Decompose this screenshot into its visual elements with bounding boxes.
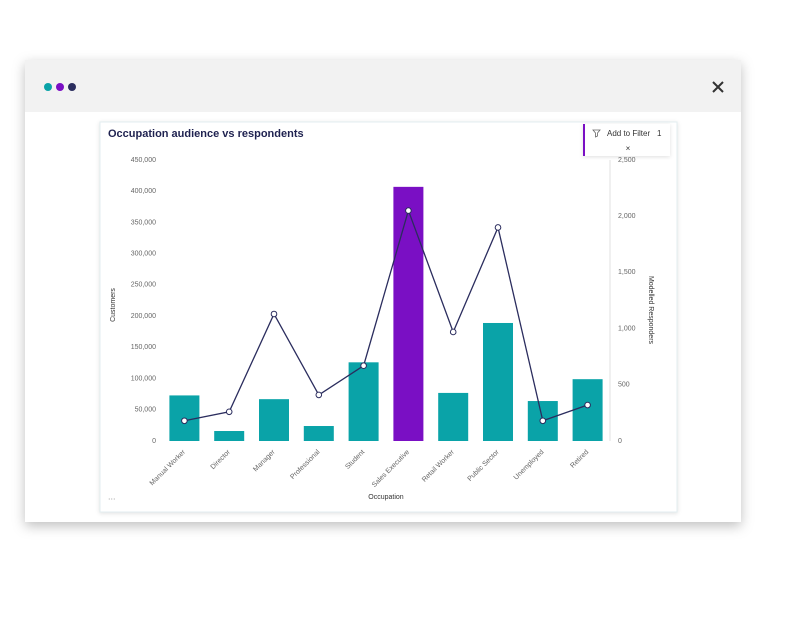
window-dot xyxy=(44,83,52,91)
point xyxy=(539,417,547,425)
y2-tick-label: 2,500 xyxy=(618,157,636,164)
y2-tick-label: 1,500 xyxy=(618,269,636,276)
y-axis-title: Customers xyxy=(110,288,117,322)
bar xyxy=(393,186,424,441)
bar xyxy=(438,392,469,441)
window-dot xyxy=(56,83,64,91)
y2-tick-label: 1,000 xyxy=(618,325,636,332)
popup-accent xyxy=(583,124,585,156)
popup-box xyxy=(583,124,670,156)
bar xyxy=(214,431,245,441)
y-tick-label: 0 xyxy=(152,438,156,445)
chart-card xyxy=(99,121,678,513)
point xyxy=(494,224,502,231)
point xyxy=(225,408,233,416)
point xyxy=(270,310,278,318)
bar xyxy=(572,379,603,441)
y-tick-label: 350,000 xyxy=(131,219,156,226)
x-axis-title: Occupation xyxy=(368,494,404,501)
filter-count: 1 xyxy=(657,129,662,138)
y-tick-label: 200,000 xyxy=(131,313,156,320)
line xyxy=(184,208,588,422)
y2-tick-label: 0 xyxy=(618,438,622,445)
popup-close[interactable]: × xyxy=(626,144,631,153)
close-button[interactable] xyxy=(712,81,724,93)
y2-tick-label: 2,000 xyxy=(618,213,636,220)
bar xyxy=(348,362,379,441)
point xyxy=(181,417,188,425)
point xyxy=(449,328,457,336)
title-bar xyxy=(25,60,741,112)
bar xyxy=(259,399,289,441)
point xyxy=(360,362,367,369)
y-tick-label: 400,000 xyxy=(131,188,156,195)
y-tick-label: 250,000 xyxy=(131,282,156,289)
chart-title: Occupation audience vs respondents xyxy=(108,128,304,140)
window-dot xyxy=(68,83,76,91)
point xyxy=(315,391,323,399)
y2-tick-label: 500 xyxy=(618,382,630,389)
bar xyxy=(303,426,334,441)
y-tick-label: 450,000 xyxy=(131,157,156,164)
point xyxy=(405,207,412,214)
add-to-filter[interactable]: Add to Filter xyxy=(607,129,650,138)
filter-icon xyxy=(592,129,601,138)
y2-axis-title: Modelled Responders xyxy=(647,276,654,345)
y-tick-label: 150,000 xyxy=(131,344,156,351)
y-tick-label: 50,000 xyxy=(135,407,157,414)
y-tick-label: 100,000 xyxy=(131,375,156,382)
bar xyxy=(483,322,513,441)
point xyxy=(584,401,591,409)
more-menu[interactable]: ... xyxy=(108,491,116,501)
filter-popup[interactable]: Add to Filter 1 × xyxy=(583,124,670,156)
y-tick-label: 300,000 xyxy=(131,251,156,258)
